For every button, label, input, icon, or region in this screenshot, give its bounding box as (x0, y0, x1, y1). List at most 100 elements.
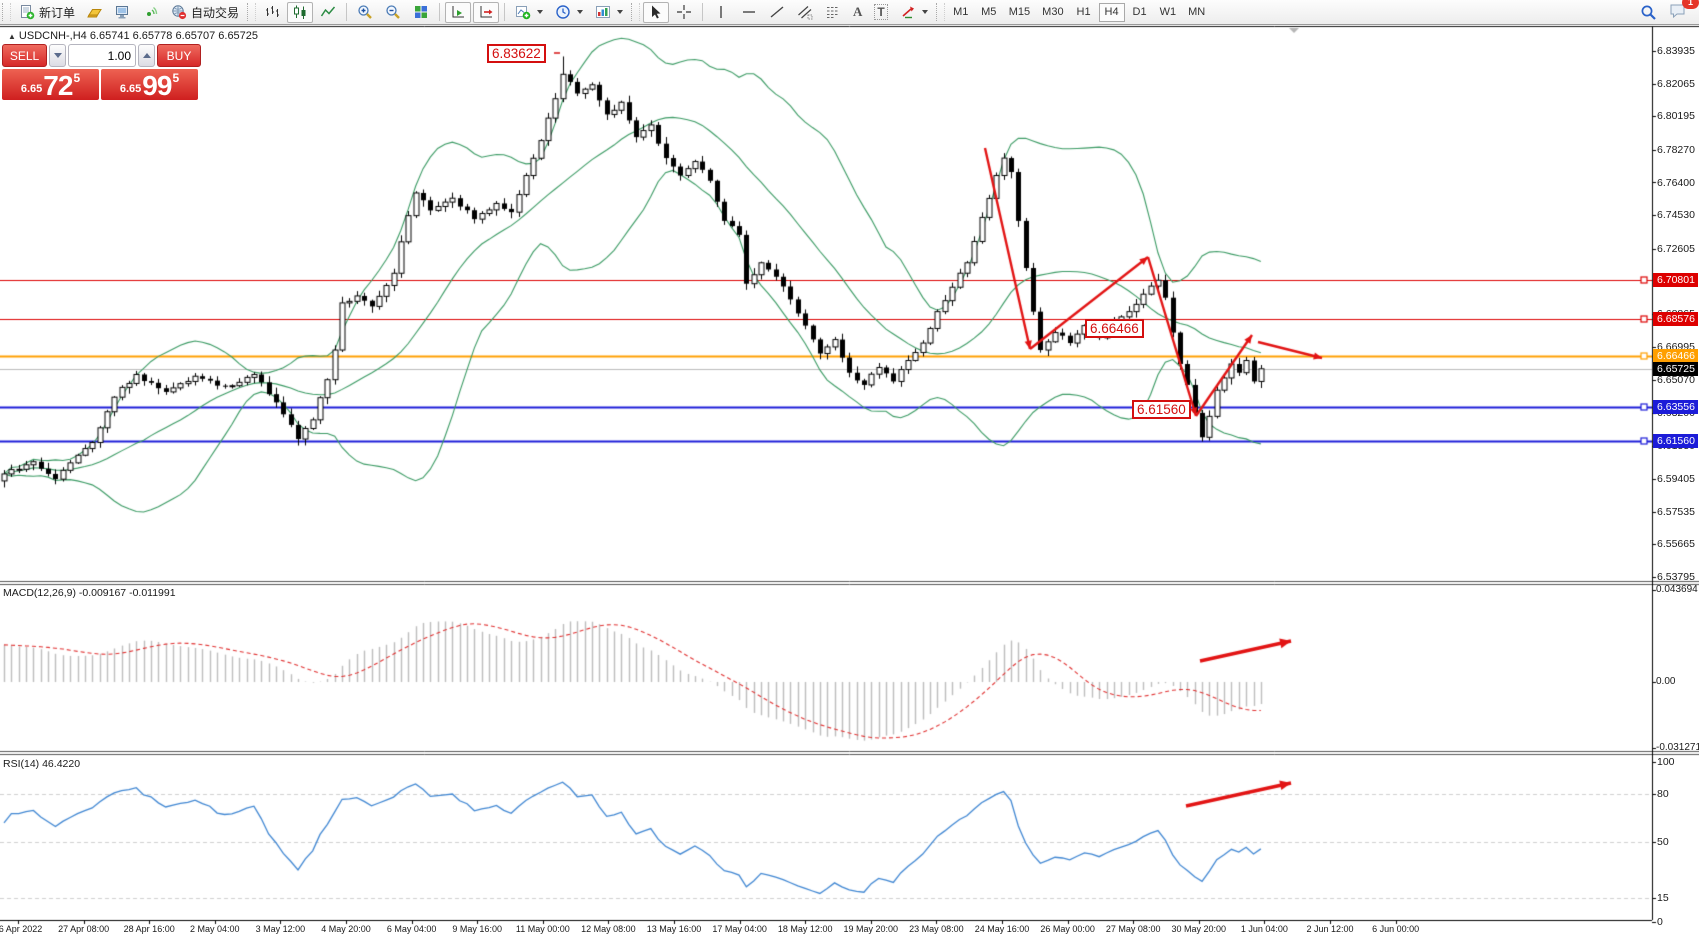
zoom-out-button[interactable] (380, 2, 406, 23)
buy-price-prefix: 6.65 (119, 83, 142, 95)
time-axis-label: 12 May 08:00 (581, 924, 636, 934)
caret-down-icon (577, 10, 584, 14)
indicators-button[interactable] (510, 2, 548, 23)
line-chart-button[interactable] (315, 2, 341, 23)
line-chart-icon (320, 6, 336, 17)
timeframe-m5-button[interactable]: M5 (976, 3, 1002, 22)
tile-windows-icon (415, 6, 428, 18)
search-button[interactable] (1635, 2, 1662, 23)
tile-windows-button[interactable] (408, 2, 434, 23)
crosshair-button[interactable] (671, 2, 697, 23)
trendline-icon (770, 6, 784, 18)
rsi-scale-label: 100 (1657, 756, 1675, 768)
timeframe-m1-button[interactable]: M1 (948, 3, 974, 22)
autotrading-icon (172, 5, 187, 20)
buy-price-pip: 5 (172, 71, 180, 85)
horizontal-line-button[interactable] (736, 2, 762, 23)
caret-down-icon (921, 10, 928, 14)
timeframe-mn-button[interactable]: MN (1183, 3, 1210, 22)
auto-scroll-icon (452, 6, 465, 18)
timeframe-w1-button[interactable]: W1 (1155, 3, 1182, 22)
sell-button[interactable]: SELL (2, 44, 47, 67)
cursor-button[interactable] (643, 1, 670, 23)
market-watch-button[interactable] (82, 2, 108, 23)
time-axis-label: 2 Jun 12:00 (1306, 924, 1354, 934)
new-order-label: 新订单 (39, 5, 76, 20)
trendline-button[interactable] (764, 2, 790, 23)
caret-up-icon (142, 53, 151, 58)
price-annotation[interactable]: 6.66466 (1085, 319, 1144, 338)
rsi-indicator-label: RSI(14) 46.4220 (3, 758, 81, 770)
sell-price-display[interactable]: 6.65 72 5 (2, 69, 99, 100)
symbol-marker-icon: ▲ (8, 32, 16, 41)
gold-icon (87, 9, 102, 18)
horizontal-line-icon (743, 11, 756, 13)
toolbar-grip[interactable] (2, 3, 11, 21)
chart-shift-button[interactable] (473, 1, 500, 23)
volume-increase-button[interactable] (138, 44, 155, 67)
chart-shift-icon (480, 6, 493, 18)
sell-price-prefix: 6.65 (20, 83, 43, 95)
autotrading-button[interactable]: 自动交易 (166, 2, 244, 23)
price-annotation[interactable]: 6.83622 (487, 44, 546, 63)
text-label-button[interactable]: T (869, 2, 892, 23)
vertical-line-icon (720, 6, 722, 18)
timeframe-h4-button[interactable]: H4 (1098, 2, 1125, 22)
price-tick-label: 6.59405 (1657, 473, 1695, 486)
new-order-button[interactable]: 新订单 (14, 2, 80, 23)
toolbar-grip[interactable] (935, 3, 945, 21)
hline-price-label: 6.70801 (1653, 273, 1698, 288)
time-axis-label: 2 May 04:00 (190, 924, 240, 934)
fibonacci-button[interactable] (820, 2, 846, 23)
auto-scroll-button[interactable] (445, 1, 472, 23)
buy-button[interactable]: BUY (157, 44, 201, 67)
time-axis-label: 11 May 00:00 (515, 924, 570, 934)
price-annotation[interactable]: 6.61560 (1132, 400, 1191, 419)
volume-decrease-button[interactable] (49, 44, 66, 67)
time-axis-label: 19 May 20:00 (843, 924, 899, 934)
indicators-icon (516, 6, 531, 20)
volume-input[interactable] (68, 44, 136, 67)
label-tool-icon: T (874, 4, 888, 20)
periods-button[interactable] (550, 2, 588, 23)
price-tick-label: 6.80195 (1657, 110, 1695, 123)
sell-price-pip: 5 (73, 71, 81, 85)
price-tick-label: 6.57535 (1657, 505, 1695, 518)
text-button[interactable]: A (848, 2, 867, 23)
price-tick-label: 6.53795 (1657, 571, 1695, 583)
toolbar-grip[interactable] (631, 3, 641, 21)
template-icon (596, 6, 611, 18)
price-tick-label: 6.83935 (1657, 45, 1695, 57)
time-axis-label: 6 May 04:00 (386, 924, 437, 934)
macd-indicator-label: MACD(12,26,9) -0.009167 -0.011991 (3, 587, 176, 599)
notification-badge[interactable]: 1 (1682, 0, 1699, 9)
hline-price-label: 6.61560 (1653, 434, 1698, 449)
arrows-tool-button[interactable] (895, 2, 933, 23)
timeframe-m15-button[interactable]: M15 (1004, 3, 1035, 22)
timeframe-h1-button[interactable]: H1 (1071, 3, 1097, 22)
toolbar-grip[interactable] (247, 3, 257, 21)
candlestick-chart-button[interactable] (287, 1, 314, 23)
signals-button[interactable] (138, 2, 164, 23)
zoom-in-icon (358, 5, 372, 19)
time-axis-label: 3 May 12:00 (255, 924, 306, 934)
equidistant-channel-button[interactable] (792, 2, 818, 23)
time-axis-label: 6 Jun 00:00 (1372, 924, 1420, 934)
bar-chart-button[interactable] (259, 2, 285, 23)
vertical-line-button[interactable] (708, 2, 734, 23)
buy-price-main: 99 (142, 70, 172, 101)
terminal-button[interactable] (110, 2, 136, 23)
time-axis-label: 28 Apr 16:00 (123, 924, 175, 934)
buy-price-display[interactable]: 6.65 99 5 (101, 69, 198, 100)
time-axis-label: 27 Apr 08:00 (58, 924, 110, 934)
timeframe-toolbar: M1 M5 M15 M30 H1 H4 D1 W1 MN (947, 2, 1211, 22)
zoom-in-button[interactable] (352, 2, 378, 23)
caret-down-icon (537, 10, 544, 14)
macd-scale-label: 0.043694 (1656, 583, 1698, 595)
autotrading-label: 自动交易 (191, 5, 240, 20)
timeframe-d1-button[interactable]: D1 (1127, 3, 1153, 22)
timeframe-m30-button[interactable]: M30 (1037, 3, 1068, 22)
templates-button[interactable] (590, 2, 628, 23)
